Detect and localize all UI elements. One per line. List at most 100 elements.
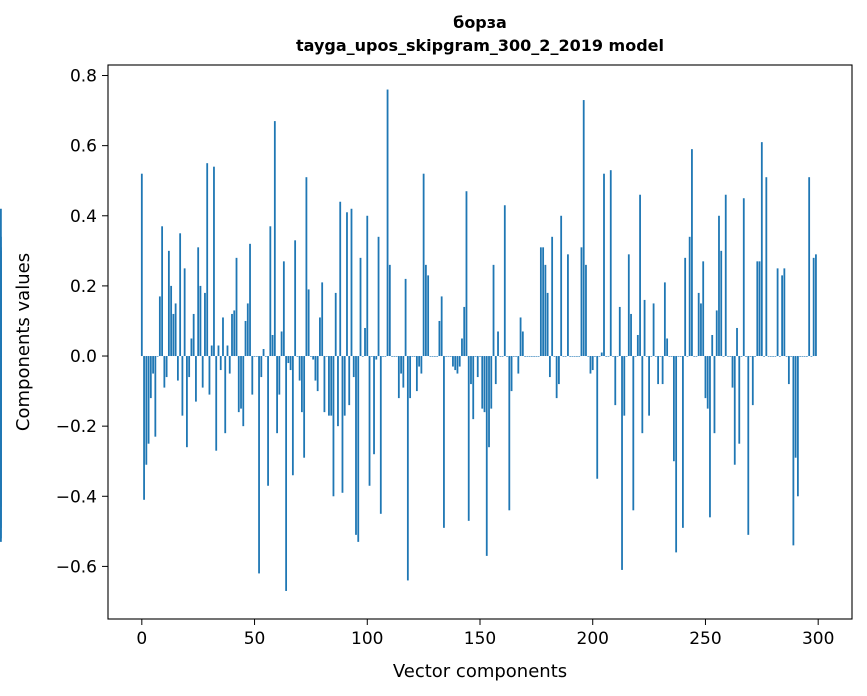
bar (140, 173, 143, 357)
bar (395, 356, 398, 357)
bar (287, 356, 290, 364)
bar (447, 356, 450, 357)
bar (325, 356, 328, 357)
bar (400, 356, 402, 374)
bar (783, 268, 786, 357)
x-tick-label: 250 (689, 629, 721, 649)
bar (815, 254, 817, 357)
bar (145, 356, 148, 465)
bar (684, 257, 687, 357)
bar (278, 356, 281, 395)
bar (551, 236, 554, 357)
bar (226, 345, 229, 357)
bar (648, 356, 650, 416)
x-tick-label: 300 (802, 629, 834, 649)
bar (388, 264, 391, 357)
bar (300, 356, 303, 413)
bar (332, 356, 335, 497)
chart-title: борза (453, 13, 507, 32)
bar (546, 292, 549, 357)
bar (161, 226, 164, 357)
bar (643, 299, 646, 357)
bar (158, 296, 161, 357)
bar (445, 356, 448, 357)
bar (406, 356, 409, 581)
bar (492, 264, 495, 357)
bar (517, 356, 520, 374)
bar (785, 356, 788, 357)
bar (754, 356, 756, 357)
bar (663, 282, 666, 357)
bar (733, 356, 736, 465)
bar (650, 356, 653, 357)
bar (262, 349, 265, 357)
bar (526, 356, 529, 357)
bar (598, 356, 601, 357)
bar (271, 334, 274, 357)
bar (769, 356, 772, 357)
bar (210, 345, 213, 357)
bar (616, 356, 619, 357)
bar (679, 356, 682, 357)
bar (533, 356, 536, 357)
bar (544, 264, 547, 357)
bar (282, 261, 285, 357)
bar (591, 356, 594, 371)
bar (465, 191, 468, 357)
bar (431, 356, 434, 357)
bar (715, 310, 718, 357)
bar (373, 356, 375, 455)
bar (463, 306, 466, 357)
bar (0, 356, 2, 507)
bar (364, 327, 366, 357)
bar (497, 331, 499, 357)
bar (756, 261, 759, 357)
bar (456, 356, 459, 374)
bar (501, 356, 504, 357)
bar (154, 356, 157, 437)
bar (729, 356, 732, 357)
bar (654, 356, 657, 357)
bar (535, 356, 538, 357)
bar (778, 356, 781, 357)
bar (740, 356, 743, 357)
bar (530, 356, 533, 357)
bar (760, 142, 763, 357)
bar (801, 356, 804, 357)
bar (382, 356, 384, 357)
bar (702, 261, 705, 357)
bar (688, 236, 691, 357)
bar (776, 268, 779, 357)
bar (260, 356, 263, 378)
bar (341, 356, 344, 493)
bar (199, 285, 202, 357)
bar (397, 356, 400, 399)
bar (170, 285, 173, 357)
bar (670, 356, 673, 357)
bar (506, 356, 508, 357)
bar (208, 356, 211, 395)
bar (609, 170, 612, 357)
bar (555, 356, 558, 399)
bar (657, 356, 660, 385)
bar (328, 356, 330, 416)
bar (438, 320, 441, 357)
x-tick-label: 50 (244, 629, 266, 649)
bar (361, 356, 364, 357)
bar (163, 356, 166, 388)
bar (659, 356, 662, 357)
bar (312, 356, 315, 360)
y-tick-label: −0.6 (56, 557, 97, 577)
bar (321, 282, 324, 357)
bar (294, 240, 297, 357)
bar (528, 356, 531, 357)
bar (319, 317, 321, 357)
bar (675, 356, 678, 553)
bar (539, 247, 542, 357)
bar (334, 292, 337, 357)
bar (246, 303, 249, 357)
bar (560, 215, 563, 357)
bar (738, 356, 741, 444)
x-tick-label: 100 (351, 629, 383, 649)
bar (366, 215, 369, 357)
